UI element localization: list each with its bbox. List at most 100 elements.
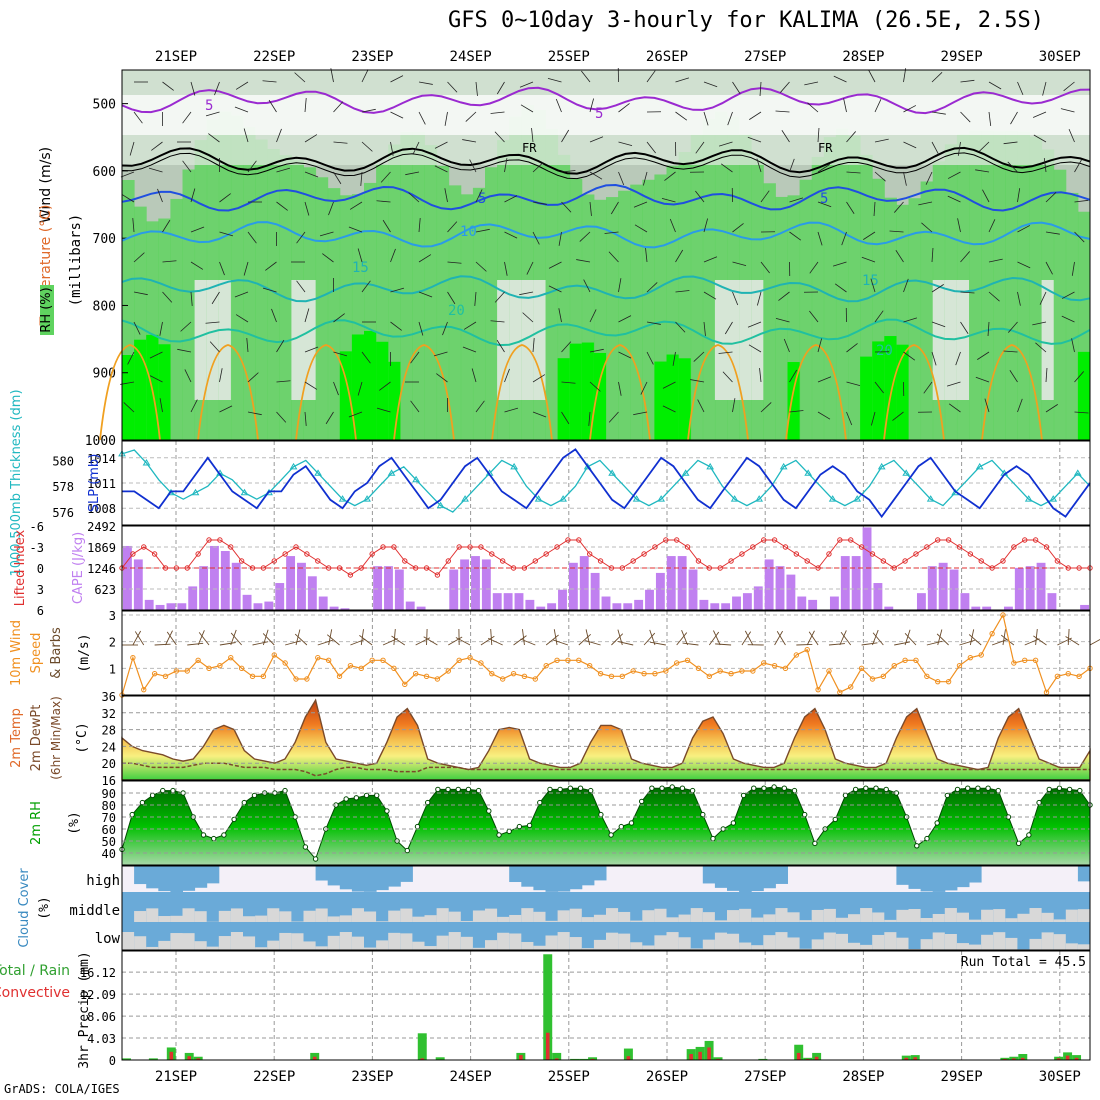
wind-speed-point <box>793 652 800 658</box>
cape-bar <box>547 603 557 610</box>
rh-tick: 40 <box>102 847 116 861</box>
li-point <box>369 551 375 557</box>
date-tick-top: 23SEP <box>351 49 393 65</box>
axis-label: Total / Rain <box>0 963 70 979</box>
axis-label: Speed <box>29 633 44 674</box>
pressure-tick: 800 <box>93 299 116 314</box>
cloud-low-gap <box>642 945 655 950</box>
wind-barb <box>618 141 633 147</box>
date-tick-bottom: 21SEP <box>155 1069 197 1085</box>
wind-barb <box>747 136 762 143</box>
wind-barb <box>682 642 699 646</box>
cape-bar <box>286 556 296 610</box>
cloud-low-gap <box>243 936 256 950</box>
precip-convective-bar <box>904 1057 909 1060</box>
cloud-mid-bar <box>799 892 813 922</box>
wind-barb <box>895 250 904 263</box>
cloud-mid-bar <box>1005 892 1018 922</box>
wind-barb <box>219 231 234 237</box>
wind-barb <box>379 381 391 391</box>
wind-barb <box>834 283 847 293</box>
li-point <box>608 565 615 571</box>
wind-speed-point <box>130 654 136 661</box>
rh-green-column <box>255 139 268 440</box>
wind-barb <box>756 291 762 306</box>
wind-barb <box>846 381 861 387</box>
wind-speed-point <box>902 657 908 664</box>
wind-barb <box>148 167 163 173</box>
thickness-point <box>142 458 151 466</box>
wind-barb <box>532 201 547 205</box>
wind-speed-point <box>782 665 789 672</box>
precip-convective-bar <box>626 1056 631 1060</box>
wind-barb <box>589 201 592 216</box>
cloud-layer-label: low <box>95 931 121 947</box>
cloud-low-gap <box>811 939 825 950</box>
rh-point <box>1036 799 1042 806</box>
cloud-low-gap <box>255 947 268 950</box>
li-point <box>826 551 832 557</box>
wind-barb <box>618 171 625 186</box>
cloud-low-bar <box>1077 922 1091 950</box>
slp-tick: 1011 <box>87 477 116 491</box>
cape-bar <box>297 562 306 610</box>
axis-label: (millibars) <box>68 214 84 307</box>
rh-bright-column <box>1077 351 1091 440</box>
wind-barb <box>846 343 858 353</box>
rh-point <box>404 847 411 854</box>
rh-point <box>588 787 594 794</box>
wind-speed-point <box>586 662 593 669</box>
wind-barb <box>532 374 546 383</box>
wind-barb <box>490 629 493 646</box>
precip-convective-bar <box>1065 1055 1070 1060</box>
wind-barb <box>872 629 879 646</box>
li-point <box>130 551 136 557</box>
wind-barb <box>1035 629 1038 646</box>
wind-barb <box>1035 342 1047 353</box>
wind-barb <box>247 160 257 173</box>
cape-bar <box>242 594 252 610</box>
wind-barb <box>390 141 394 156</box>
rh-point <box>842 792 849 799</box>
wind-speed-point <box>804 646 810 653</box>
wind-barb <box>268 99 277 113</box>
wind-barb <box>211 291 220 305</box>
temp-contour <box>121 146 1091 175</box>
rh-green-column <box>315 177 329 441</box>
axis-label: 2m RH <box>29 801 44 845</box>
cloud-high-bar <box>315 866 329 881</box>
wind-barb <box>695 190 705 203</box>
rh-green-column <box>993 131 1006 440</box>
precip-total-bar <box>623 1048 633 1060</box>
thickness-tick: 578 <box>52 480 74 494</box>
wind-barb <box>447 291 456 305</box>
rh-light-column <box>194 280 208 400</box>
cape-bar <box>536 606 546 610</box>
cloud-mid-gap <box>630 920 643 922</box>
wind-barb <box>804 81 819 86</box>
cloud-mid-gap <box>436 908 450 922</box>
li-point <box>391 544 397 550</box>
cloud-high-bar <box>533 866 546 891</box>
cloud-mid-gap <box>1077 909 1091 922</box>
wind-barb <box>1045 404 1058 413</box>
rh-point <box>669 784 675 790</box>
cape-bar <box>231 562 241 610</box>
wind-barb <box>504 407 519 413</box>
cloud-low-gap <box>206 946 220 950</box>
rh-point <box>363 792 370 799</box>
cape-bar <box>1003 606 1013 610</box>
axis-label: Lifted Index <box>13 529 28 606</box>
li-point <box>1043 544 1050 550</box>
wind-barb <box>513 635 527 646</box>
wind-barb <box>904 632 917 646</box>
rh-light-column <box>751 280 764 400</box>
wind-barb <box>219 193 231 203</box>
cape-bar <box>210 545 219 610</box>
wind-barb <box>208 133 220 143</box>
cloud-high-bar <box>932 866 946 892</box>
wind-barb <box>504 368 510 383</box>
li-tick: 3 <box>37 583 44 597</box>
wind-barb <box>991 639 1008 646</box>
li-point <box>260 565 267 571</box>
